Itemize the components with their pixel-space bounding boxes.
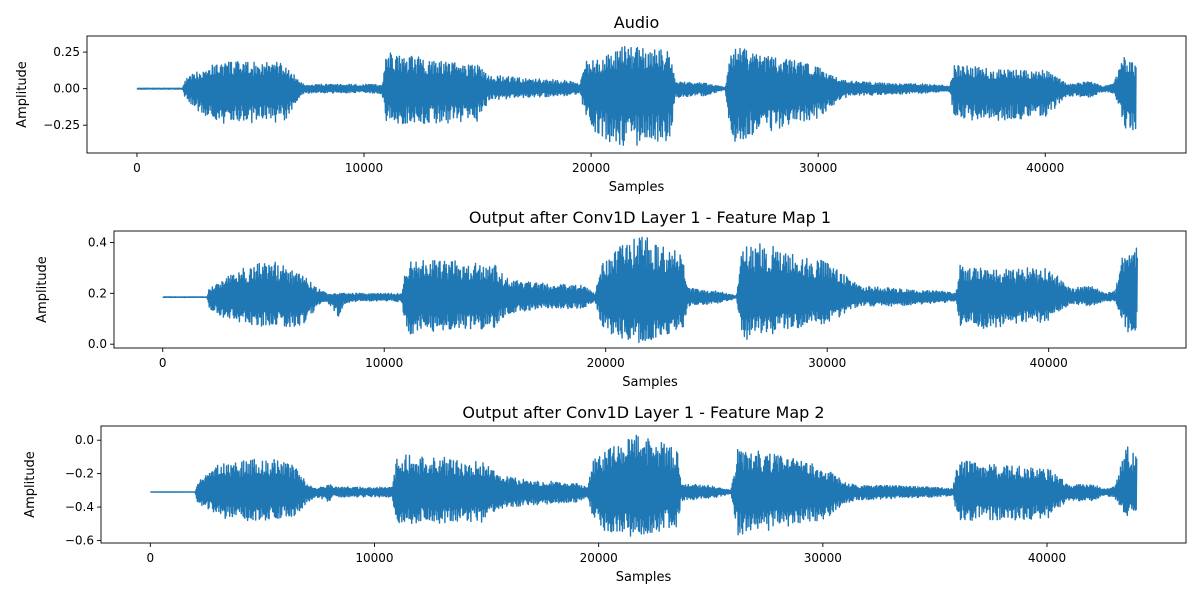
x-axis-label: Samples [609, 180, 665, 195]
y-axis-label: Amplitude [23, 451, 38, 518]
x-tick-label: 40000 [1028, 551, 1066, 565]
x-axis-label: Samples [622, 375, 678, 390]
x-tick-label: 20000 [587, 356, 625, 370]
y-tick-label: −0.2 [65, 467, 94, 481]
y-axis-label: Amplitude [35, 256, 50, 323]
x-tick-label: 30000 [804, 551, 842, 565]
x-tick-label: 10000 [345, 161, 383, 175]
chart-title: Output after Conv1D Layer 1 - Feature Ma… [462, 403, 824, 422]
x-tick-label: 0 [133, 161, 141, 175]
y-axis-label: Amplitude [15, 61, 30, 128]
x-tick-label: 0 [146, 551, 154, 565]
chart-title: Output after Conv1D Layer 1 - Feature Ma… [469, 208, 831, 227]
y-tick-label: 0.0 [75, 433, 94, 447]
y-tick-label: −0.6 [65, 533, 94, 547]
waveform-line [162, 236, 1138, 344]
waveform-line [136, 46, 1137, 146]
y-tick-label: 0.2 [88, 286, 107, 300]
axes-frame [113, 230, 1187, 349]
y-tick-label: −0.4 [65, 500, 94, 514]
x-tick-label: 30000 [799, 161, 837, 175]
subplot-3: 0 10000 20000 30000 40000 0.0 −0.2 −0.4 −0.6 Outp… [23, 403, 1187, 585]
x-axis-label: Samples [616, 570, 672, 585]
chart-title: Audio [614, 13, 659, 32]
x-tick-label: 20000 [580, 551, 618, 565]
axes-frame [86, 35, 1187, 154]
waveform-line [150, 434, 1138, 537]
subplot-2: 0 10000 20000 30000 40000 0.4 0.2 0.0 Output aft… [35, 208, 1187, 390]
y-tick-label: −0.25 [43, 118, 80, 132]
y-tick-label: 0.00 [53, 82, 80, 96]
x-tick-label: 40000 [1030, 356, 1068, 370]
x-tick-label: 0 [159, 356, 167, 370]
subplot-1: 0 10000 20000 30000 40000 0.25 0.00 −0.25 Audio S… [15, 13, 1187, 195]
x-tick-label: 40000 [1026, 161, 1064, 175]
x-tick-label: 20000 [572, 161, 610, 175]
y-tick-label: 0.4 [88, 235, 107, 249]
x-tick-label: 10000 [365, 356, 403, 370]
y-tick-label: 0.25 [53, 45, 80, 59]
x-tick-label: 30000 [808, 356, 846, 370]
y-tick-label: 0.0 [88, 337, 107, 351]
x-tick-label: 10000 [355, 551, 393, 565]
axes-frame [100, 425, 1187, 544]
